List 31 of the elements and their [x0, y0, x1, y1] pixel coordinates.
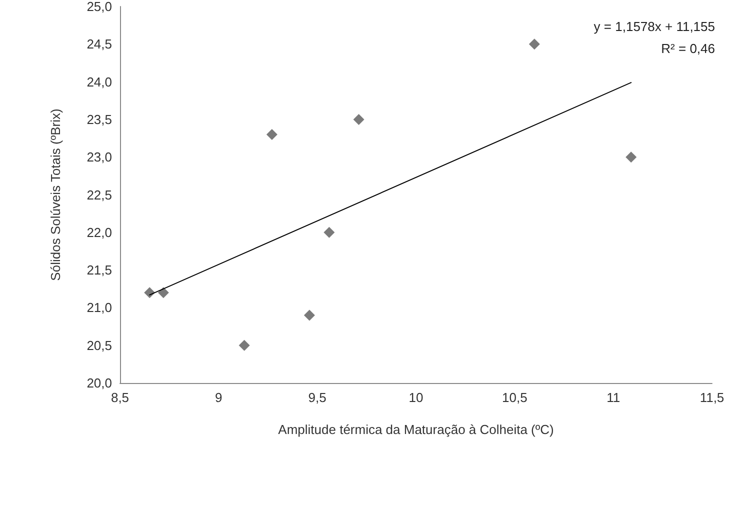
- point: [353, 114, 364, 125]
- x-tick-label: 9,5: [308, 390, 326, 405]
- y-tick-label: 24,0: [86, 74, 112, 90]
- y-tick-label: 22,0: [86, 224, 112, 240]
- x-tick-label: 10,5: [502, 390, 528, 405]
- x-tick-label: 9: [215, 390, 222, 405]
- x-tick-label: 11: [606, 390, 620, 405]
- point: [144, 287, 156, 298]
- y-axis-title: Sólidos Solúveis Totais (ºBrix): [48, 108, 63, 281]
- y-tick-label: 25,0: [86, 0, 112, 14]
- point: [528, 38, 540, 50]
- annotation: y = 1,1578x + 11,155: [594, 19, 716, 34]
- x-axis-title: Amplitude térmica da Maturação à Colheita (ºC): [278, 422, 554, 437]
- annotation: R² = 0,46: [661, 41, 716, 56]
- x-tick-label: 10: [408, 390, 424, 405]
- y-tick-label: 24,5: [86, 36, 112, 52]
- y-tick-label: 23,0: [86, 150, 112, 165]
- y-tick-label: 23,5: [86, 112, 112, 127]
- point: [158, 287, 169, 298]
- point: [324, 226, 335, 238]
- point: [626, 152, 637, 163]
- x-tick-label: 8,5: [110, 390, 130, 405]
- y-tick-label: 21,5: [86, 262, 112, 278]
- point: [266, 129, 278, 140]
- point: [304, 310, 315, 321]
- y-tick-label: 21,0: [86, 300, 112, 316]
- y-tick-label: 22,5: [86, 187, 112, 202]
- x-tick-label: 11,5: [700, 390, 724, 405]
- y-tick-label: 20,0: [86, 376, 112, 390]
- y-tick-label: 20,5: [86, 338, 112, 353]
- point: [238, 340, 250, 351]
